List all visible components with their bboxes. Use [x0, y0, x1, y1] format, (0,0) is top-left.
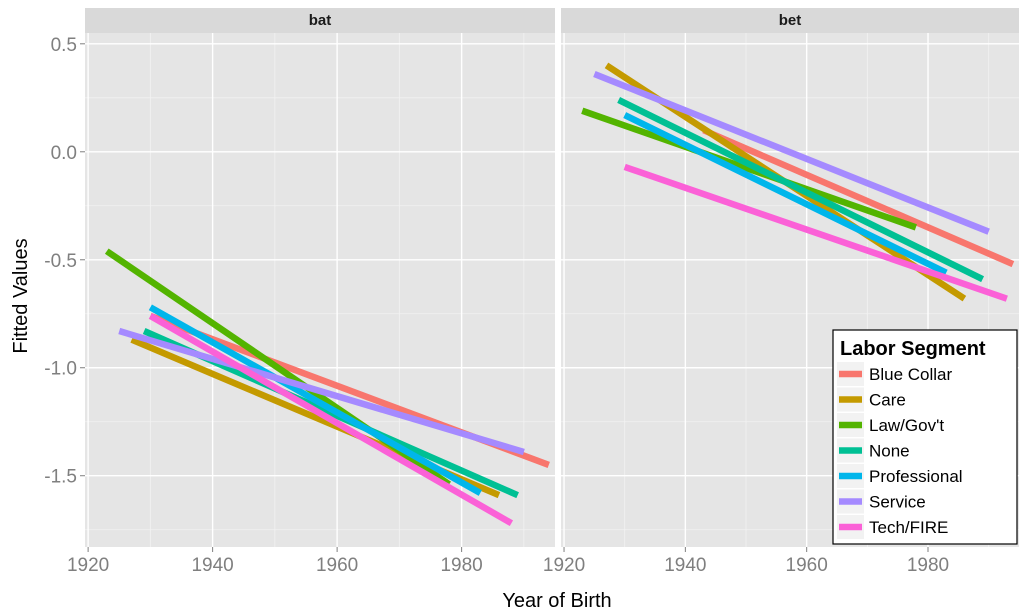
x-tick-label: 1940: [664, 555, 706, 576]
facet-panel-bat: bat: [85, 8, 555, 547]
legend-entry-law-gov-t: Law/Gov't: [837, 413, 944, 437]
panel-background: [85, 33, 555, 547]
legend-entry-tech-fire: Tech/FIRE: [837, 515, 948, 539]
x-axis: 1920 1940 1960 1980 1920 1940 1960 1980: [67, 547, 949, 576]
series-line-bet-tech-fire: [623, 163, 1008, 302]
series-line-bet-professional: [623, 112, 948, 276]
y-tick-label: -0.5: [44, 251, 77, 272]
facet-strip: [85, 8, 555, 33]
legend-label: Care: [869, 391, 906, 410]
x-tick-label: 1980: [907, 555, 949, 576]
series-line-bet-law-gov-t: [581, 107, 917, 231]
series-line-bat-service: [118, 327, 525, 456]
legend-entry-professional: Professional: [837, 464, 963, 488]
facet-strip: [561, 8, 1019, 33]
x-tick-label: 1920: [543, 555, 585, 576]
facet-panels: bat bet: [85, 8, 1019, 547]
legend-label: Professional: [869, 467, 963, 486]
x-tick-label: 1960: [786, 555, 828, 576]
legend-entry-service: Service: [837, 489, 926, 514]
legend-label: Tech/FIRE: [869, 518, 948, 537]
legend-label: Blue Collar: [869, 365, 952, 384]
series-line-bat-tech-fire: [148, 313, 514, 527]
legend-title: Labor Segment: [840, 338, 986, 360]
legend-entry-blue-collar: Blue Collar: [837, 362, 952, 386]
y-tick-label: 0.0: [51, 143, 77, 164]
x-tick-label: 1940: [191, 555, 233, 576]
x-tick-label: 1960: [316, 555, 358, 576]
series-line-bet-none: [617, 97, 985, 283]
legend-label: None: [869, 442, 910, 461]
legend: Labor Segment Blue Collar Care Law/Gov't Non…: [832, 329, 1018, 545]
facet-strip-label: bet: [779, 12, 802, 29]
legend-label: Law/Gov't: [869, 416, 944, 435]
series-line-bet-service: [593, 71, 990, 235]
facet-strip-label: bat: [309, 12, 332, 29]
legend-label: Service: [869, 493, 926, 512]
x-tick-label: 1980: [440, 555, 482, 576]
y-tick-label: 0.5: [51, 35, 77, 56]
x-axis-title: Year of Birth: [502, 590, 611, 611]
legend-entry-none: None: [837, 438, 910, 463]
series-line-bat-professional: [148, 304, 482, 496]
legend-entry-care: Care: [837, 387, 906, 412]
series-line-bet-blue-collar: [702, 127, 1015, 268]
x-tick-label: 1920: [67, 555, 109, 576]
y-tick-label: -1.0: [44, 359, 77, 380]
y-axis-title: Fitted Values: [10, 238, 32, 353]
y-axis: 0.5 0.0 -0.5 -1.0 -1.5: [44, 35, 85, 488]
y-tick-label: -1.5: [44, 467, 77, 488]
